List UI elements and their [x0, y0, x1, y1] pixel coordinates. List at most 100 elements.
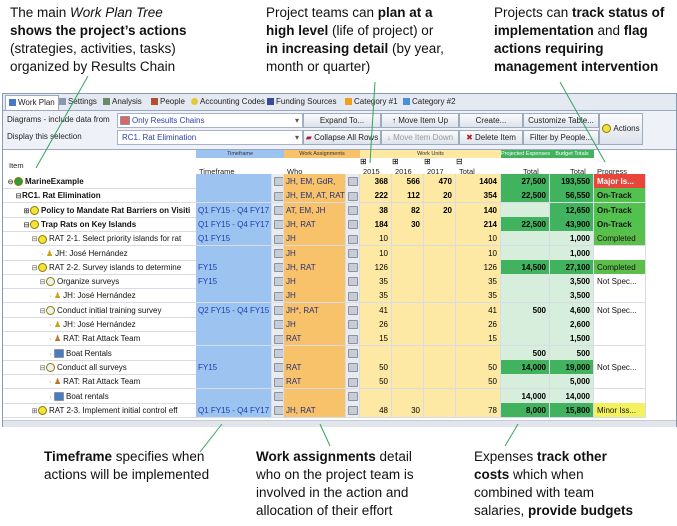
work-units-2015-cell[interactable]: 15 — [360, 331, 392, 347]
budget-total-cell[interactable]: 1,000 — [550, 245, 594, 261]
work-units-2015-cell[interactable] — [360, 388, 392, 404]
work-units-2015-cell[interactable]: 50 — [360, 374, 392, 390]
work-units-total-cell[interactable]: 26 — [456, 317, 501, 332]
assignment-edit-icon[interactable] — [346, 402, 360, 418]
tab-settings[interactable]: Settings — [59, 95, 97, 109]
collapse-icon[interactable]: ⊖ — [7, 179, 14, 186]
timeframe-cell[interactable] — [196, 188, 272, 204]
work-units-total-cell[interactable]: 354 — [456, 188, 501, 204]
table-row[interactable]: · ♟ RAT: Rat Attack Team RAT 50 50 5,000 — [3, 374, 676, 390]
item-cell[interactable]: ⊟ Conduct all surveys — [3, 360, 196, 375]
table-row[interactable]: ⊖ MarineExample JH, EM, GdR, 368 566 470 1404 2… — [3, 174, 676, 189]
work-units-2017-cell[interactable] — [424, 374, 456, 390]
progress-status-cell[interactable] — [594, 317, 646, 332]
progress-status-cell[interactable]: Not Spec... — [594, 274, 646, 290]
timeframe-cell[interactable] — [196, 374, 272, 390]
column-header-2016[interactable]: 2016 — [395, 167, 412, 176]
expand-icon[interactable]: ⊞ — [23, 207, 30, 215]
table-row[interactable]: ⊟ RAT 2-1. Select priority islands for ra… — [3, 231, 676, 247]
budget-total-cell[interactable]: 43,900 — [550, 216, 594, 232]
timeframe-edit-icon[interactable] — [272, 202, 284, 218]
move-item-up-button[interactable]: ↑ Move Item Up — [381, 113, 459, 128]
item-cell[interactable]: · ♟ JH: José Hernández — [3, 288, 196, 304]
expense-total-cell[interactable] — [501, 288, 550, 304]
collapse-all-rows-button[interactable]: ▰ Collapse All Rows — [303, 130, 381, 145]
assignment-edit-icon[interactable] — [346, 317, 360, 332]
budget-total-cell[interactable]: 193,550 — [550, 174, 594, 189]
timeframe-cell[interactable] — [196, 288, 272, 304]
expense-total-cell[interactable]: 8,000 — [501, 402, 550, 418]
work-units-2016-cell[interactable] — [392, 231, 424, 247]
timeframe-cell[interactable] — [196, 331, 272, 347]
work-units-total-cell[interactable]: 50 — [456, 359, 501, 375]
who-cell[interactable]: JH, RAT — [284, 259, 346, 275]
expense-total-cell[interactable]: 500 — [501, 302, 550, 318]
work-units-total-cell[interactable]: 35 — [456, 274, 501, 290]
timeframe-edit-icon[interactable] — [272, 288, 284, 304]
filter-by-people-button[interactable]: Filter by People... — [523, 130, 599, 145]
work-units-2016-cell[interactable]: 82 — [392, 202, 424, 218]
work-units-2015-cell[interactable]: 48 — [360, 402, 392, 418]
work-units-2016-cell[interactable]: 112 — [392, 188, 424, 204]
tab-people[interactable]: People — [151, 95, 185, 109]
work-units-total-cell[interactable]: 214 — [456, 216, 501, 232]
work-units-2015-cell[interactable]: 26 — [360, 317, 392, 332]
timeframe-edit-icon[interactable] — [272, 345, 284, 361]
work-units-2016-cell[interactable] — [392, 331, 424, 347]
work-units-2015-cell[interactable]: 35 — [360, 274, 392, 290]
timeframe-edit-icon[interactable] — [272, 231, 284, 247]
assignment-edit-icon[interactable] — [346, 374, 360, 390]
collapse-icon[interactable]: ⊟ — [31, 236, 38, 244]
timeframe-cell[interactable]: Q1 FY15 - Q4 FY17 — [196, 202, 272, 218]
column-header-work-units-total[interactable]: Total — [459, 167, 475, 176]
progress-status-cell[interactable] — [594, 388, 646, 404]
assignment-edit-icon[interactable] — [346, 345, 360, 361]
timeframe-edit-icon[interactable] — [272, 188, 284, 204]
create-button[interactable]: Create... — [459, 113, 523, 128]
work-units-2017-cell[interactable]: 470 — [424, 174, 456, 189]
work-units-total-cell[interactable]: 15 — [456, 331, 501, 347]
work-units-total-cell[interactable]: 10 — [456, 245, 501, 261]
timeframe-edit-icon[interactable] — [272, 174, 284, 189]
work-units-2016-cell[interactable] — [392, 245, 424, 261]
work-units-2017-cell[interactable] — [424, 231, 456, 247]
item-cell[interactable]: ⊟ Organize surveys — [3, 274, 196, 290]
work-units-total-cell[interactable]: 35 — [456, 288, 501, 304]
expense-total-cell[interactable] — [501, 245, 550, 261]
item-cell[interactable]: ⊞ Policy to Mandate Rat Barriers on Visit… — [3, 203, 196, 218]
item-cell[interactable]: ⊟ RAT 2-1. Select priority islands for ra… — [3, 231, 196, 247]
delete-item-button[interactable]: ✖ Delete Item — [459, 130, 523, 145]
work-units-2016-cell[interactable] — [392, 317, 424, 332]
progress-status-cell[interactable] — [594, 288, 646, 304]
expense-total-cell[interactable] — [501, 317, 550, 332]
column-header-expense-total[interactable]: Total — [523, 167, 539, 176]
work-units-2017-cell[interactable] — [424, 302, 456, 318]
table-row[interactable]: ⊟ RAT 2-2. Survey islands to determine FY1… — [3, 259, 676, 275]
work-units-2017-cell[interactable] — [424, 359, 456, 375]
work-units-2015-cell[interactable]: 222 — [360, 188, 392, 204]
expense-total-cell[interactable] — [501, 274, 550, 290]
who-cell[interactable]: JH — [284, 231, 346, 247]
budget-total-cell[interactable]: 3,500 — [550, 274, 594, 290]
assignment-edit-icon[interactable] — [346, 188, 360, 204]
who-cell[interactable]: JH, RAT — [284, 216, 346, 232]
work-units-total-cell[interactable]: 10 — [456, 231, 501, 247]
item-cell[interactable]: ⊞ RAT 2-3. Implement initial control eff — [3, 403, 196, 418]
work-units-2015-cell[interactable]: 10 — [360, 245, 392, 261]
timeframe-edit-icon[interactable] — [272, 359, 284, 375]
progress-status-cell[interactable]: Minor Iss... — [594, 402, 646, 418]
work-units-2015-cell[interactable]: 50 — [360, 359, 392, 375]
work-units-2017-cell[interactable] — [424, 216, 456, 232]
work-units-total-cell[interactable]: 41 — [456, 302, 501, 318]
display-select[interactable]: RC1. Rat Elimination ▾ — [117, 130, 303, 145]
column-header-item[interactable]: Item — [9, 161, 24, 170]
work-units-2015-cell[interactable]: 368 — [360, 174, 392, 189]
expense-total-cell[interactable]: 22,500 — [501, 216, 550, 232]
collapse-icon[interactable]: ⊟ — [39, 279, 46, 287]
who-cell[interactable]: JH — [284, 317, 346, 332]
collapse-icon[interactable]: ⊟ — [23, 221, 30, 229]
collapse-icon[interactable]: ⊟ — [15, 193, 22, 201]
budget-total-cell[interactable]: 5,000 — [550, 374, 594, 390]
tab-analysis[interactable]: Analysis — [103, 95, 142, 109]
expense-total-cell[interactable] — [501, 374, 550, 390]
